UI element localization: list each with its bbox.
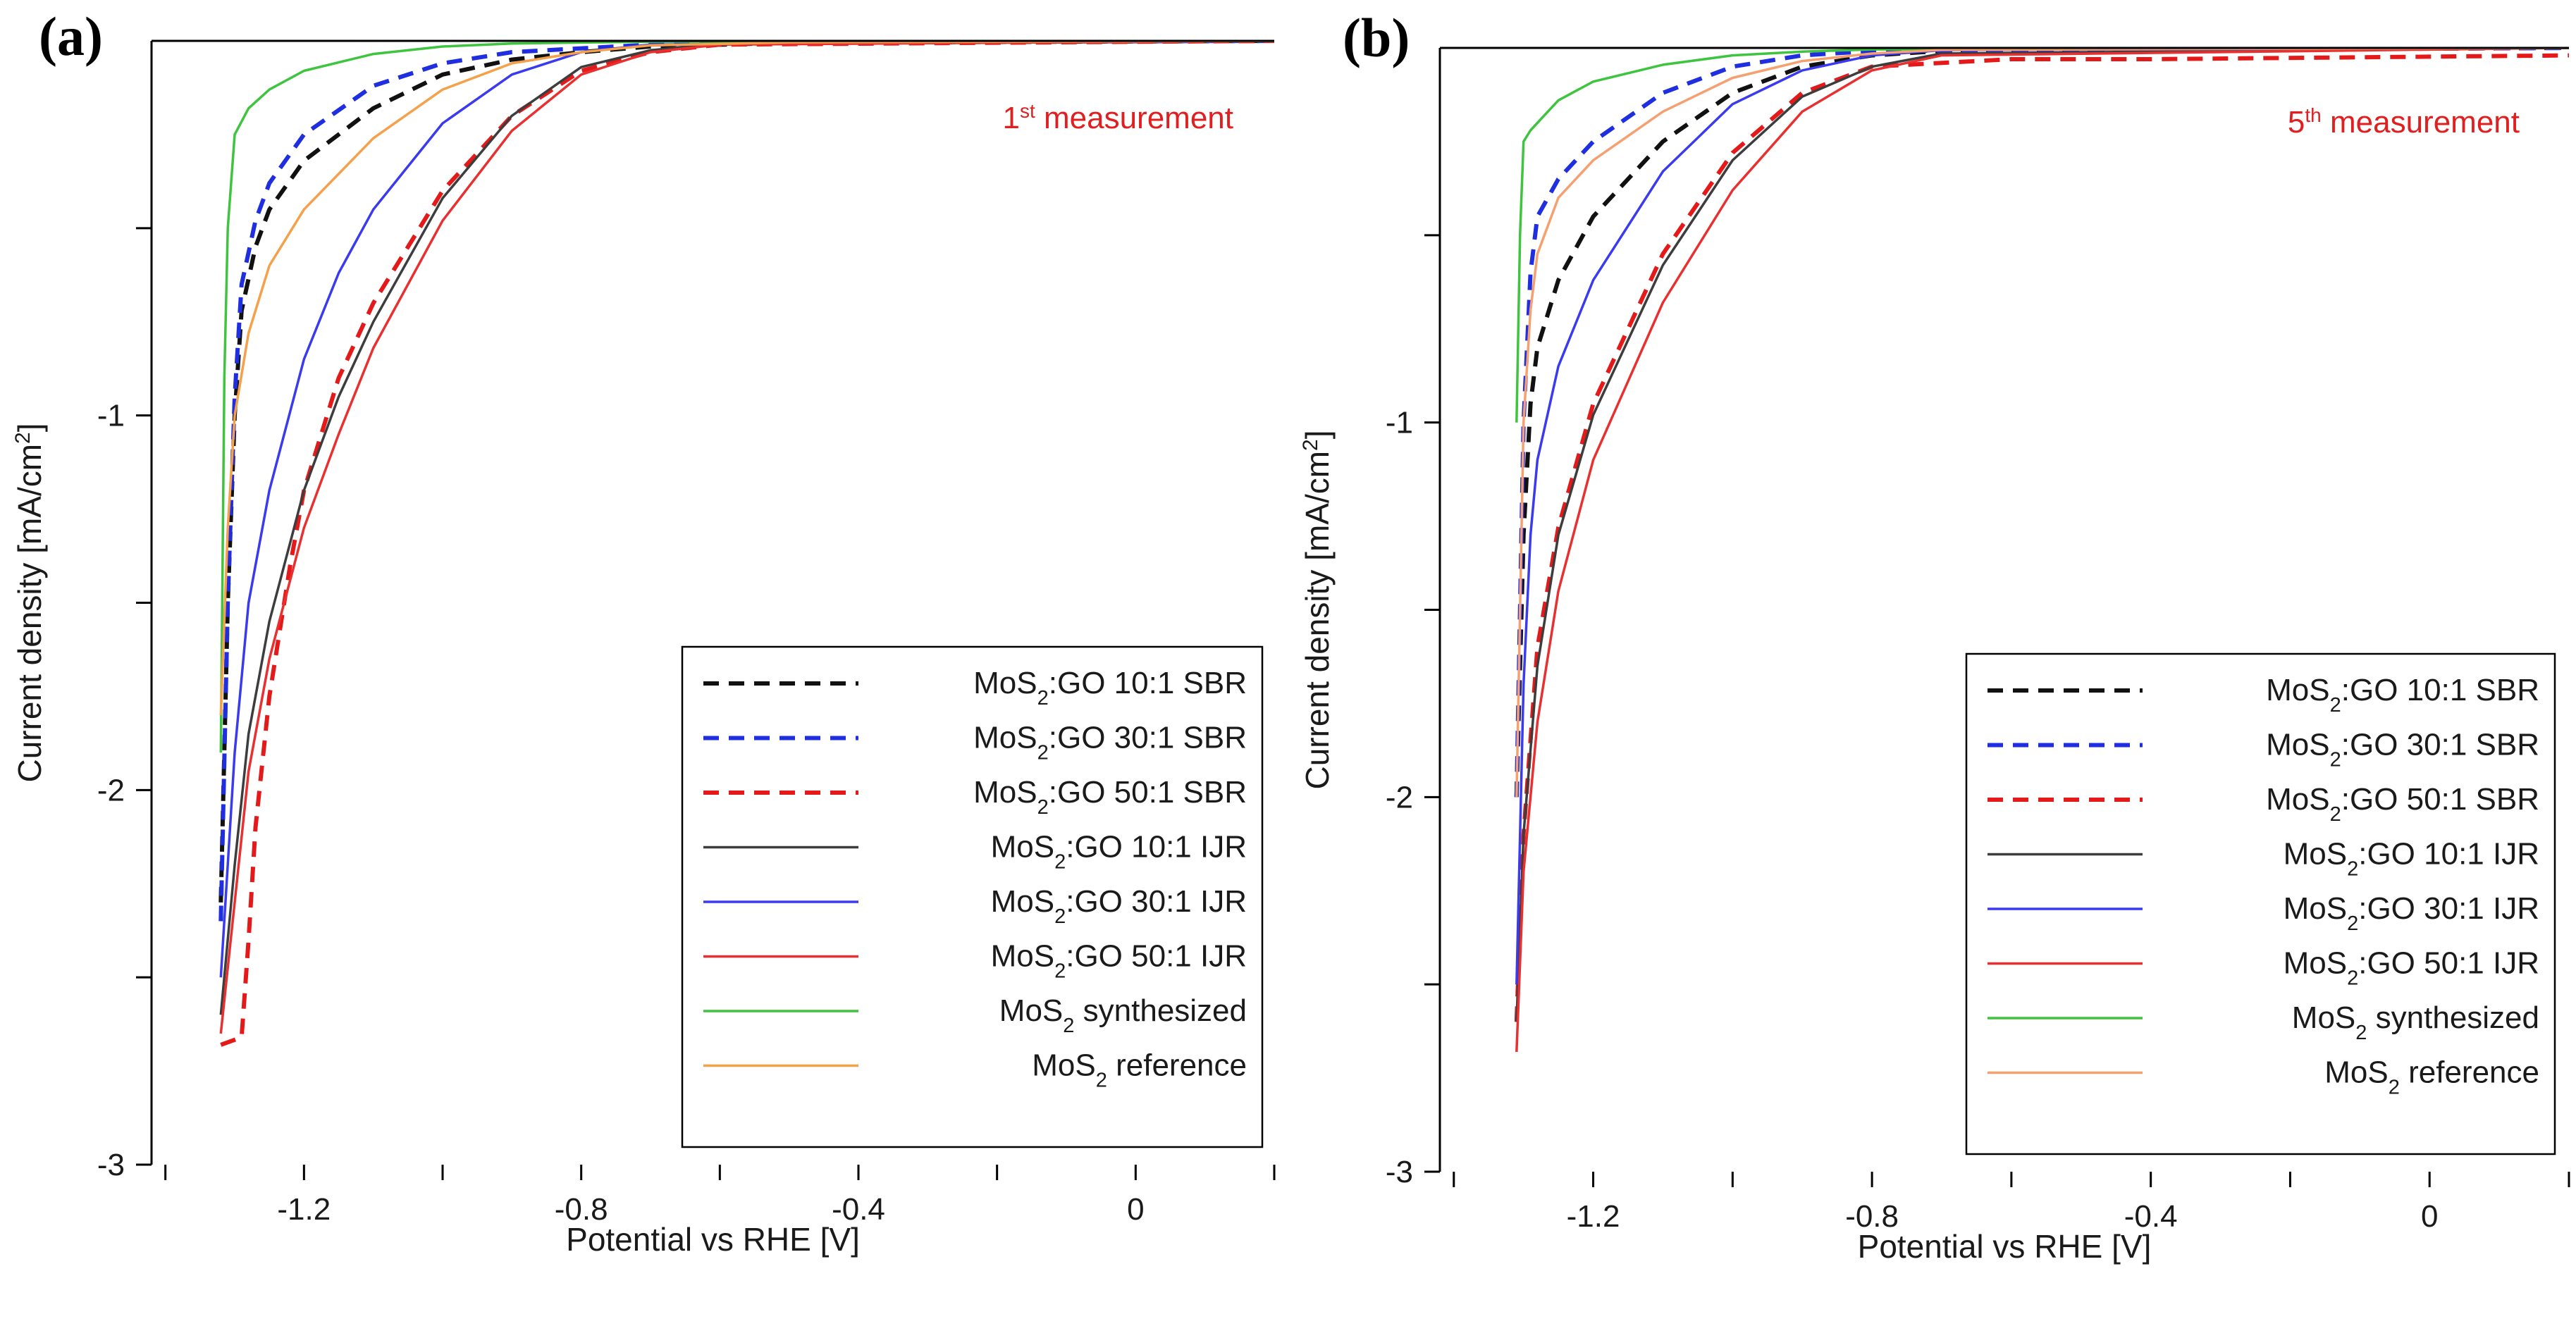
legend-label: MoS2:GO 50:1 IJR — [2284, 946, 2539, 990]
y-axis-title: Current density [mA/cm2] — [11, 423, 49, 782]
legend-label: MoS2:GO 30:1 IJR — [2284, 891, 2539, 935]
legend-box — [1965, 652, 2556, 1155]
x-tick-label: -1.2 — [1567, 1199, 1620, 1234]
series-line-7 — [219, 41, 1274, 753]
series-line-3 — [220, 41, 1274, 1047]
legend-label: MoS2:GO 30:1 IJR — [991, 884, 1247, 928]
y-axis-title: Current density [mA/cm2] — [1299, 430, 1336, 789]
series-line-7 — [1515, 48, 2569, 423]
series-line-4 — [1515, 48, 2569, 1022]
x-tick-label: -0.4 — [2124, 1199, 2178, 1234]
x-tick-label: -0.4 — [832, 1192, 885, 1227]
series-group — [1514, 48, 2569, 1052]
x-tick-label: 0 — [1127, 1192, 1144, 1227]
y-tick-label: -1 — [1386, 406, 1413, 440]
legend-label: MoS2:GO 10:1 IJR — [2284, 837, 2539, 881]
legend-label: MoS2:GO 30:1 SBR — [2266, 728, 2539, 772]
x-axis-title: Potential vs RHE [V] — [1858, 1228, 2152, 1265]
measurement-annotation: 5th measurement — [2288, 104, 2520, 140]
legend-label: MoS2:GO 50:1 IJR — [991, 939, 1247, 983]
series-line-1 — [1514, 48, 2569, 798]
series-line-6 — [1515, 48, 2569, 1052]
series-line-2 — [1514, 48, 2569, 798]
x-tick-label: -0.8 — [1845, 1199, 1899, 1234]
panel-label: (b) — [1343, 7, 1410, 68]
series-line-5 — [1515, 48, 2569, 985]
legend-box — [681, 645, 1264, 1148]
legend-label: MoS2 synthesized — [2292, 1000, 2539, 1044]
series-line-4 — [219, 41, 1274, 1015]
series-line-2 — [218, 41, 1274, 922]
series-line-3 — [1514, 53, 2569, 1022]
series-group — [218, 41, 1274, 1047]
chart-panel-a: -1.2 -0.8 -0.4 0 -1 -2 -3 Potential vs RHE [V] C… — [11, 6, 1276, 1258]
measurement-annotation: 1st measurement — [1003, 100, 1234, 136]
chart-panel-b: -1.2 -0.8 -0.4 0 -1 -2 -3 Potential vs RHE [V] C… — [1299, 7, 2570, 1265]
series-line-8 — [1515, 48, 2569, 798]
legend-label: MoS2:GO 50:1 SBR — [2266, 782, 2539, 826]
legend-label: MoS2:GO 10:1 SBR — [973, 666, 1247, 710]
x-axis-title: Potential vs RHE [V] — [566, 1221, 860, 1258]
y-tick-label: -3 — [1386, 1155, 1413, 1189]
x-tick-label: -0.8 — [555, 1192, 608, 1227]
legend: MoS2:GO 10:1 SBR MoS2:GO 30:1 SBR MoS2:GO … — [1965, 652, 2556, 1155]
legend-label: MoS2 reference — [1032, 1048, 1247, 1092]
legend-label: MoS2:GO 10:1 SBR — [2266, 673, 2539, 717]
series-line-8 — [219, 41, 1274, 716]
y-tick-label: -2 — [97, 773, 125, 807]
legend-label: MoS2:GO 50:1 SBR — [973, 775, 1247, 819]
legend-label: MoS2 reference — [2324, 1055, 2539, 1099]
y-tick-label: -1 — [97, 399, 125, 433]
legend-label: MoS2:GO 30:1 SBR — [973, 721, 1247, 764]
x-tick-label: 0 — [2421, 1199, 2438, 1234]
y-tick-label: -2 — [1386, 780, 1413, 814]
x-tick-label: -1.2 — [277, 1192, 331, 1227]
series-line-6 — [219, 41, 1274, 1034]
panel-label: (a) — [39, 6, 103, 67]
legend-label: MoS2 synthesized — [999, 993, 1247, 1037]
legend: MoS2:GO 10:1 SBR MoS2:GO 30:1 SBR MoS2:GO … — [681, 645, 1264, 1148]
y-tick-label: -3 — [97, 1148, 125, 1182]
legend-label: MoS2:GO 10:1 IJR — [991, 830, 1247, 874]
